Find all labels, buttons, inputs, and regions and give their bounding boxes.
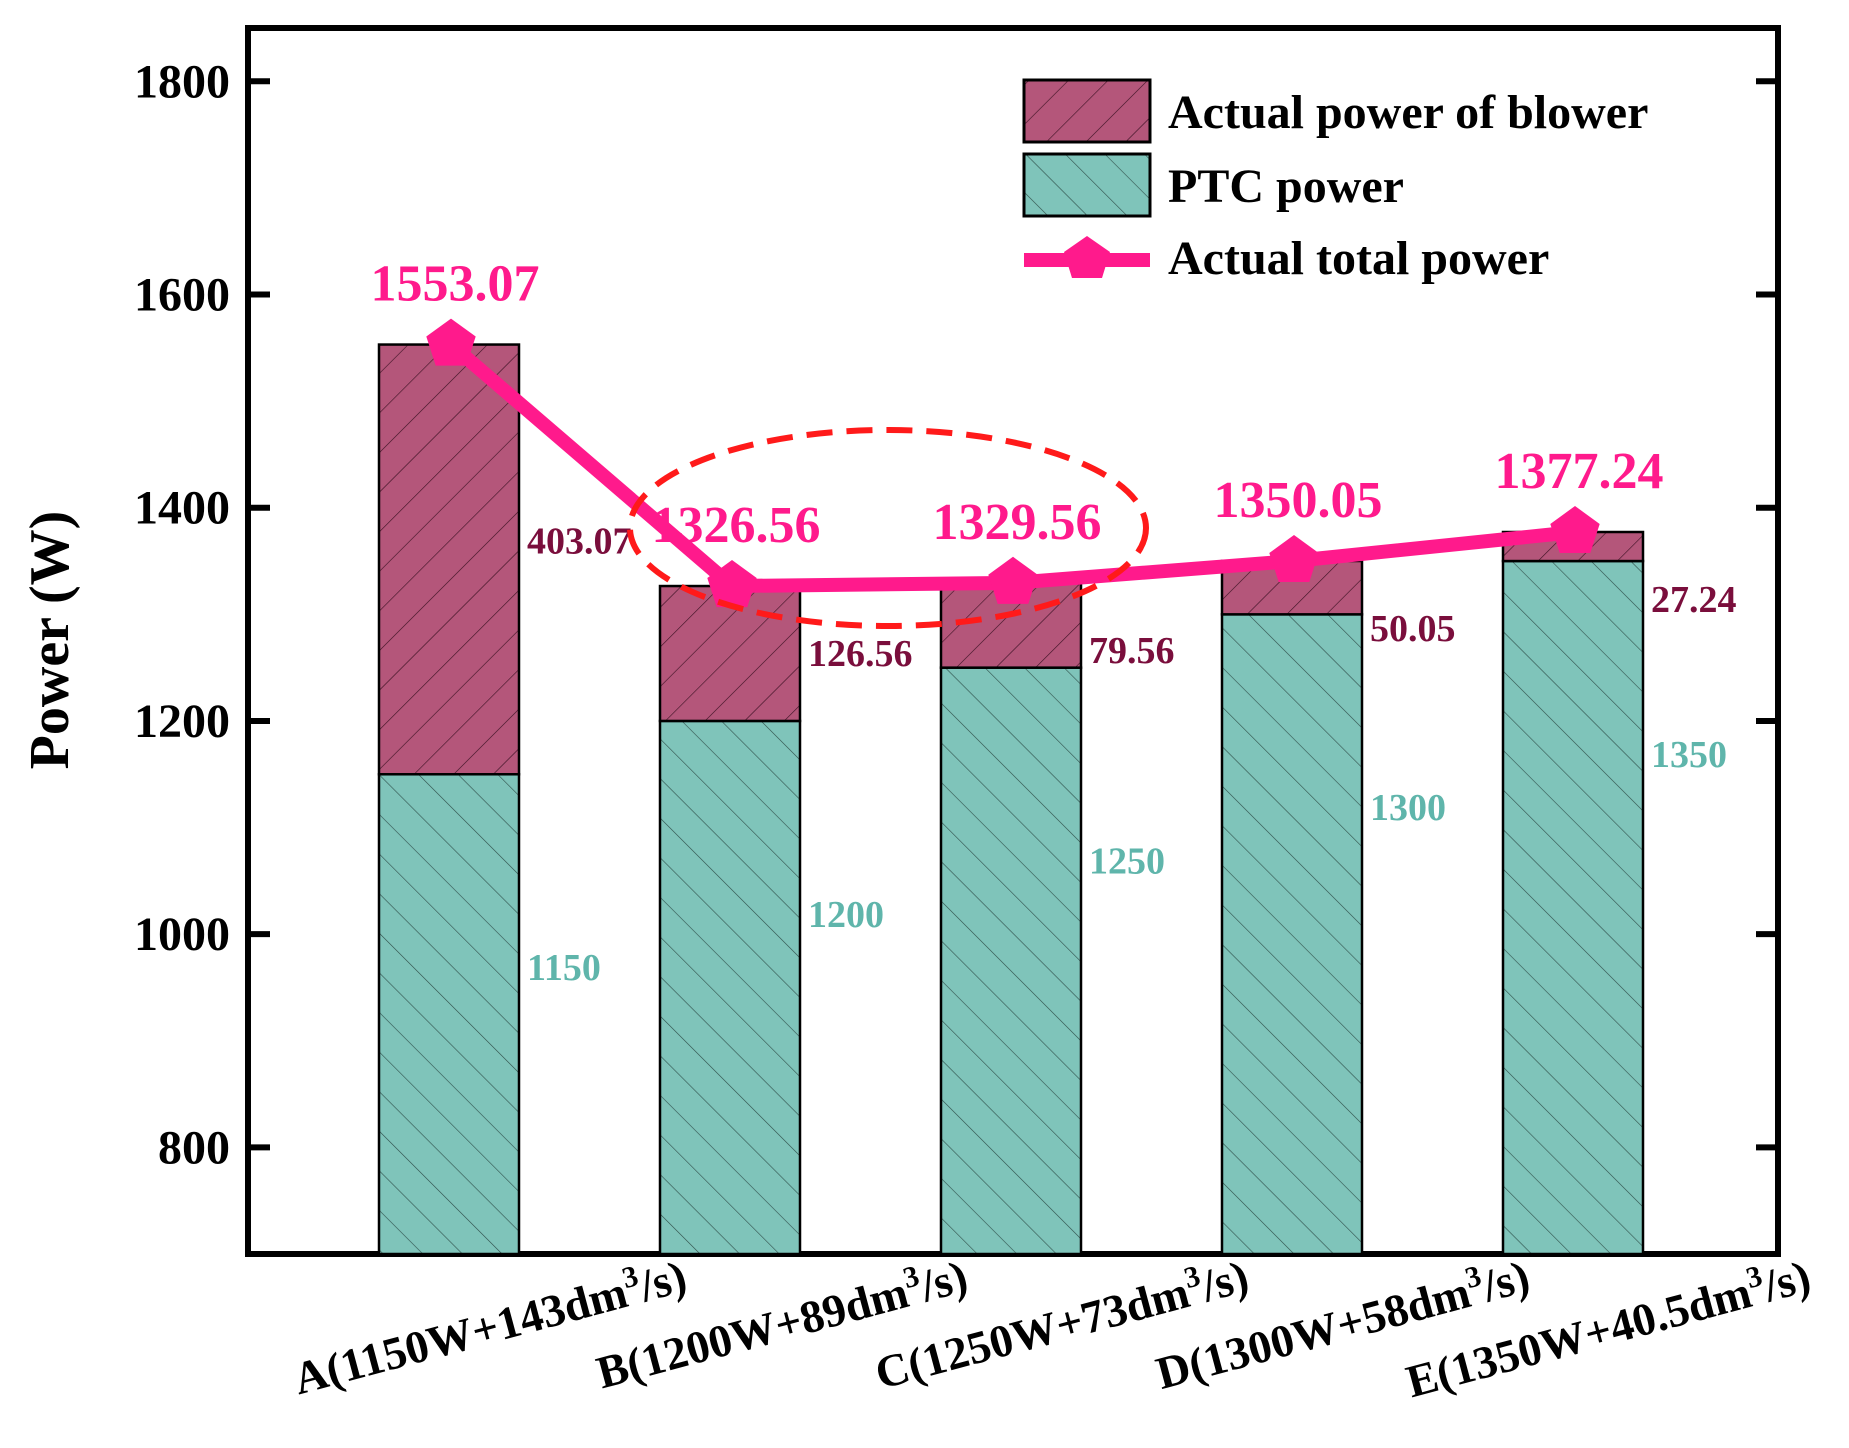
bar-value-labels: 1150 403.07 1200 126.56 1250 79.56 1300 50.05 13… [527, 521, 1737, 989]
y-tick-label: 800 [158, 1121, 230, 1174]
total-power-marker [1269, 535, 1319, 582]
total-value-label: 1377.24 [1495, 443, 1664, 500]
y-tick-label: 1600 [134, 269, 230, 322]
ptc-value-label: 1150 [527, 947, 601, 989]
y-tick-label: 1800 [134, 55, 230, 108]
bar-ptc-2 [939, 666, 1083, 1256]
blower-value-label: 50.05 [1370, 608, 1456, 650]
y-axis-label: Power (W) [19, 511, 81, 770]
bar-ptc-1 [658, 719, 802, 1256]
y-tick-label: 1000 [134, 908, 230, 961]
axis-ticks: 800 1000 1200 1400 1600 1800 [134, 55, 1778, 1254]
total-value-label: 1329.56 [933, 494, 1102, 551]
legend-swatch-ptc [1022, 152, 1152, 218]
total-value-label: 1326.56 [652, 497, 821, 554]
bar-ptc-4 [1501, 559, 1645, 1256]
blower-value-label: 27.24 [1651, 579, 1737, 621]
bar-blower-0 [377, 343, 521, 776]
bar-ptc-0 [377, 773, 521, 1256]
bars [377, 343, 1645, 1256]
blower-value-label: 126.56 [808, 633, 913, 675]
legend-label-total: Actual total power [1168, 232, 1549, 285]
total-value-label: 1553.07 [371, 256, 540, 313]
total-value-label: 1350.05 [1214, 472, 1383, 529]
ptc-value-label: 1200 [808, 894, 884, 936]
ptc-value-label: 1350 [1651, 734, 1727, 776]
bar-ptc-3 [1220, 613, 1364, 1256]
total-power-marker [988, 556, 1038, 604]
ptc-value-label: 1250 [1089, 841, 1165, 883]
legend-marker-total [1064, 236, 1110, 278]
y-tick-label: 1200 [134, 695, 230, 748]
total-power-marker [1550, 506, 1600, 553]
highlight-ellipse [627, 427, 1149, 629]
legend: Actual power of blower PTC power Actual … [1022, 78, 1648, 285]
total-power-marker [707, 560, 757, 608]
category-labels: A(1150W+143dm3/s)B(1200W+89dm3/s)C(1250W… [288, 1250, 1816, 1407]
blower-value-label: 403.07 [527, 521, 632, 563]
legend-swatch-blower [1022, 78, 1152, 144]
y-tick-label: 1400 [134, 482, 230, 535]
ptc-value-label: 1300 [1370, 787, 1446, 829]
legend-label-ptc: PTC power [1168, 160, 1404, 213]
total-power-marker [426, 318, 476, 366]
blower-value-label: 79.56 [1089, 630, 1175, 672]
legend-label-blower: Actual power of blower [1168, 86, 1648, 139]
